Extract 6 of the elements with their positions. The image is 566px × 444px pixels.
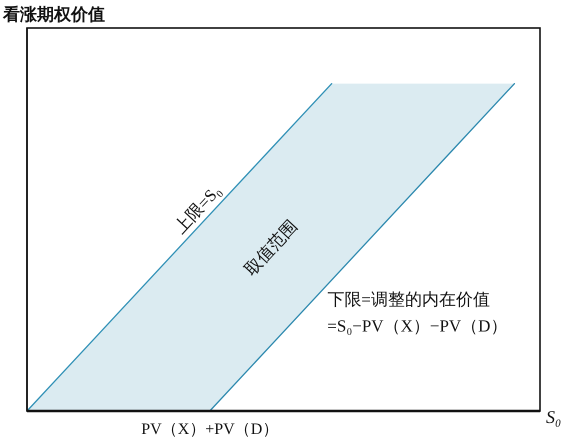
text: 上限=S₀ [170,180,224,238]
y-axis-title: 看涨期权价值 [2,5,105,24]
x-axis-title: S₀ [546,407,562,427]
annotation: 取值范围 [240,216,301,279]
series-label: 下限=调整的内在价值 =S₀−PV（X）−PV（D） [327,290,508,336]
text: PV（X）+PV（D） [141,421,278,438]
